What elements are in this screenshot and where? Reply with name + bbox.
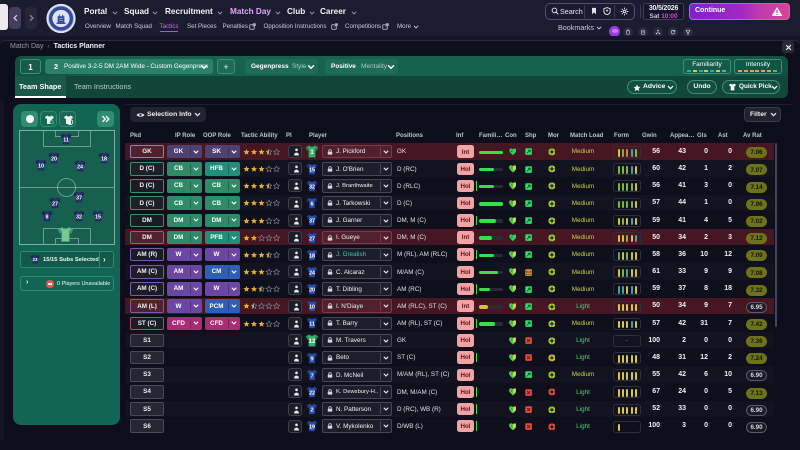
svg-text:11: 11: [309, 322, 315, 328]
svg-text:10: 10: [309, 304, 315, 310]
svg-text:11: 11: [63, 137, 69, 143]
svg-text:18: 18: [309, 253, 315, 259]
svg-text:24: 24: [77, 164, 84, 170]
svg-text:2: 2: [310, 407, 313, 413]
svg-text:10: 10: [38, 163, 44, 169]
svg-text:6: 6: [310, 201, 313, 207]
svg-text:15: 15: [309, 167, 315, 173]
svg-text:32: 32: [309, 184, 315, 190]
svg-text:7: 7: [310, 373, 313, 379]
svg-text:37: 37: [76, 195, 82, 201]
svg-text:24: 24: [309, 270, 316, 276]
svg-text:19: 19: [309, 425, 315, 431]
svg-text:20: 20: [51, 156, 57, 162]
svg-text:1: 1: [310, 149, 314, 156]
svg-text:27: 27: [309, 236, 315, 242]
svg-text:15: 15: [95, 214, 101, 220]
svg-text:9: 9: [310, 356, 313, 362]
svg-text:32: 32: [76, 214, 82, 220]
svg-text:12: 12: [308, 338, 316, 345]
svg-text:22: 22: [309, 390, 315, 396]
svg-text:23: 23: [32, 257, 38, 262]
svg-text:37: 37: [309, 219, 315, 225]
svg-text:27: 27: [52, 201, 58, 207]
svg-text:8: 8: [45, 214, 48, 220]
svg-text:20: 20: [309, 287, 315, 293]
svg-text:18: 18: [101, 156, 107, 162]
